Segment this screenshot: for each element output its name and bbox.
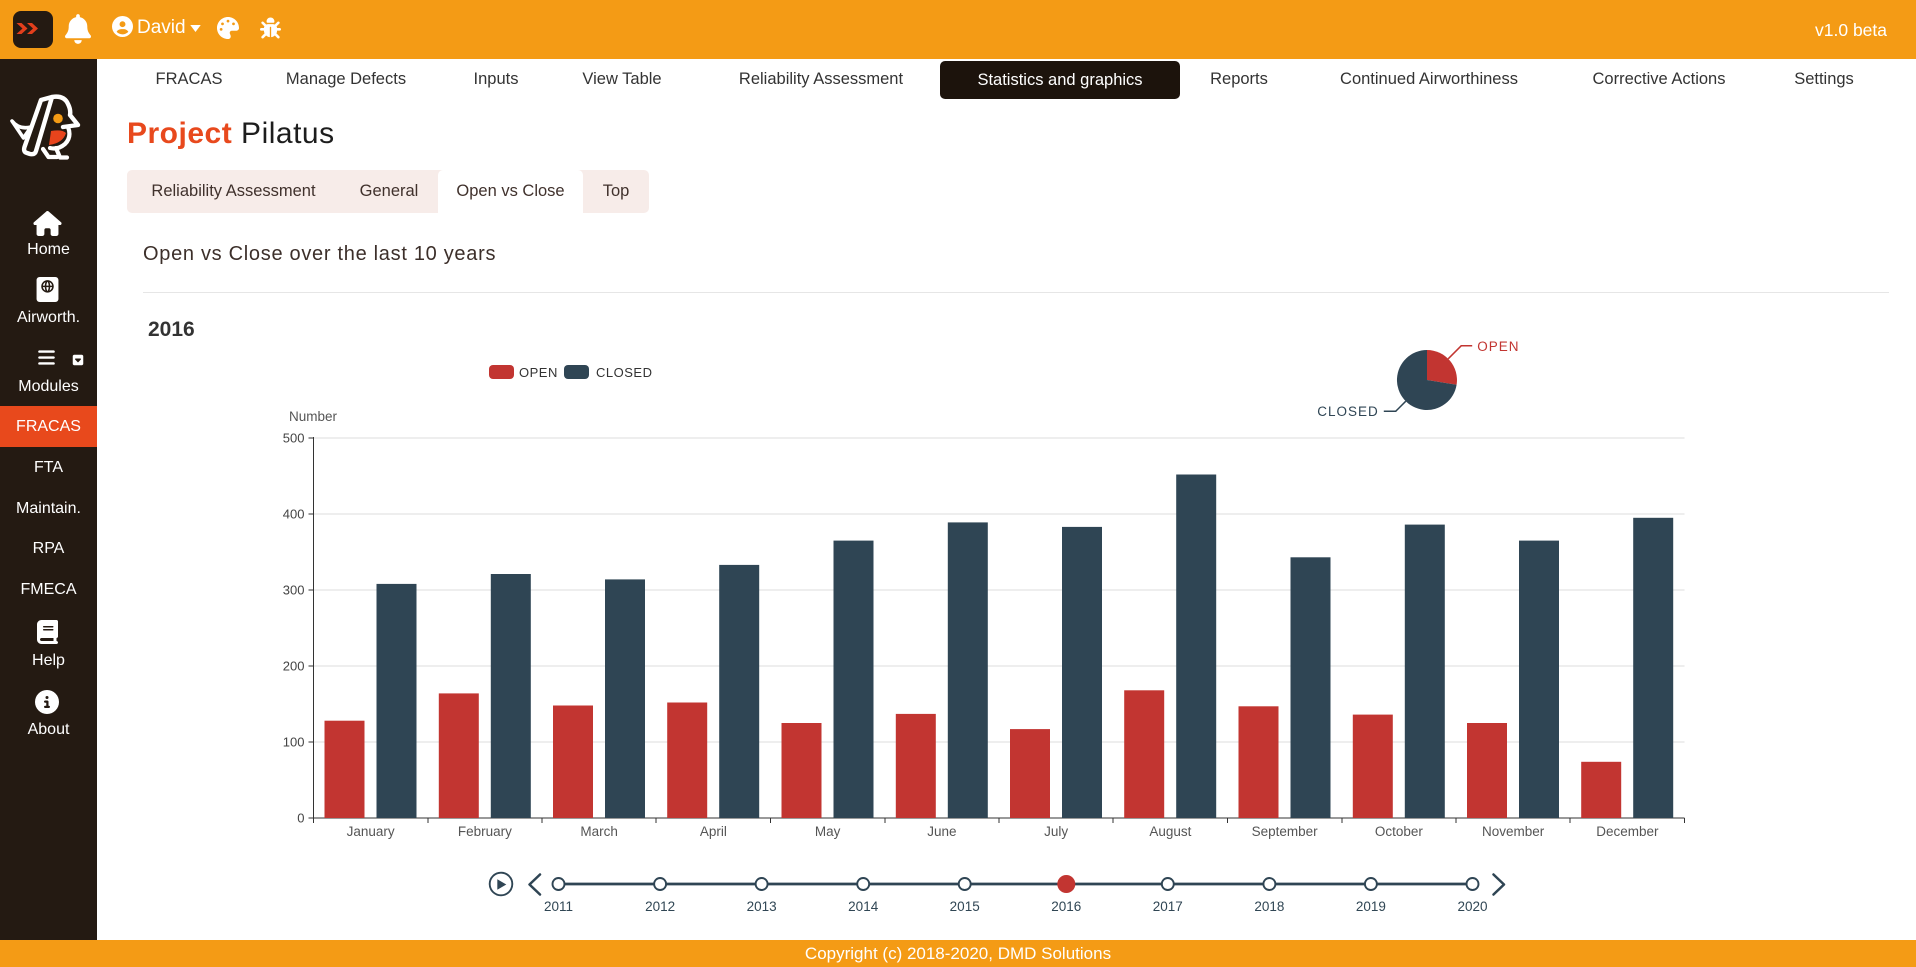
svg-text:2013: 2013 <box>747 899 777 914</box>
svg-text:200: 200 <box>283 659 305 674</box>
svg-text:2020: 2020 <box>1457 899 1487 914</box>
svg-text:OPEN: OPEN <box>1477 339 1519 354</box>
svg-text:100: 100 <box>283 735 305 750</box>
svg-text:August: August <box>1149 824 1191 839</box>
svg-text:January: January <box>347 824 395 839</box>
svg-text:400: 400 <box>283 507 305 522</box>
svg-text:September: September <box>1252 824 1319 839</box>
svg-text:Number: Number <box>289 409 338 424</box>
svg-text:2017: 2017 <box>1153 899 1183 914</box>
svg-text:2012: 2012 <box>645 899 675 914</box>
svg-text:March: March <box>580 824 618 839</box>
svg-text:February: February <box>458 824 512 839</box>
svg-text:June: June <box>927 824 956 839</box>
svg-text:October: October <box>1375 824 1424 839</box>
svg-text:OPEN: OPEN <box>519 365 558 380</box>
svg-text:December: December <box>1596 824 1659 839</box>
svg-text:July: July <box>1044 824 1068 839</box>
svg-text:November: November <box>1482 824 1545 839</box>
svg-text:0: 0 <box>297 811 304 826</box>
svg-text:300: 300 <box>283 583 305 598</box>
svg-text:2014: 2014 <box>848 899 879 914</box>
svg-text:2015: 2015 <box>950 899 980 914</box>
svg-text:May: May <box>815 824 841 839</box>
svg-text:500: 500 <box>283 431 305 446</box>
svg-text:April: April <box>700 824 727 839</box>
svg-text:2016: 2016 <box>1051 899 1081 914</box>
svg-text:CLOSED: CLOSED <box>596 365 652 380</box>
svg-text:CLOSED: CLOSED <box>1317 404 1379 419</box>
svg-text:2019: 2019 <box>1356 899 1386 914</box>
svg-text:2018: 2018 <box>1254 899 1284 914</box>
svg-text:2011: 2011 <box>544 899 573 914</box>
